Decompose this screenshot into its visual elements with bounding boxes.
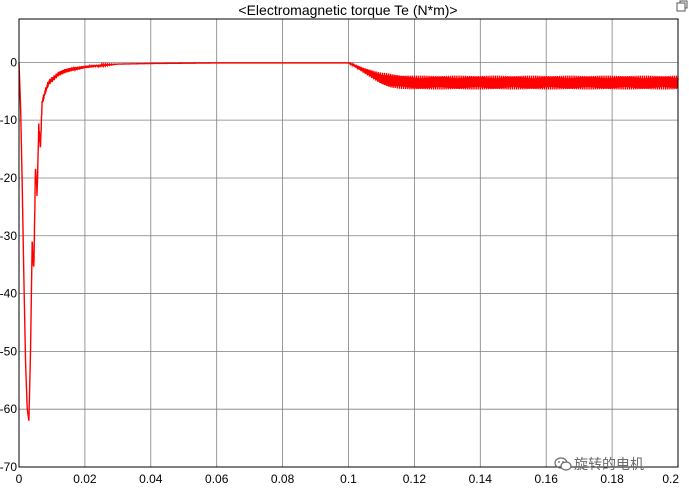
series-group	[18, 61, 679, 421]
y-tick-label: -20	[0, 171, 17, 185]
restore-axes-icon[interactable]	[676, 0, 688, 12]
y-tick-label: -40	[0, 287, 17, 301]
torque-series-line	[18, 61, 679, 421]
y-tick-label: 0	[10, 55, 17, 69]
x-tick-label: 0.04	[139, 472, 163, 486]
x-tick-label: 0	[16, 472, 23, 486]
y-tick-label: -10	[0, 113, 17, 127]
chart-title: <Electromagnetic torque Te (N*m)>	[238, 2, 458, 18]
x-tick-label: 0.12	[403, 472, 427, 486]
x-tick-label: 0.08	[271, 472, 295, 486]
y-tick-label: -60	[0, 402, 17, 416]
x-tick-label: 0.2	[662, 472, 679, 486]
watermark: 旋转的电机	[554, 454, 644, 474]
x-tick-label: 0.1	[340, 472, 357, 486]
x-tick-label: 0.16	[535, 472, 559, 486]
wechat-icon	[554, 457, 572, 471]
watermark-text: 旋转的电机	[574, 456, 644, 472]
y-tick-label: -30	[0, 229, 17, 243]
y-tick-label: -50	[0, 344, 17, 358]
tick-labels: 0 0.02 0.04 0.06 0.08 0.1 0.12 0.14 0.16 0.18 0.2 0…	[0, 55, 679, 486]
axes-frame	[18, 18, 679, 468]
x-tick-label: 0.14	[469, 472, 493, 486]
x-tick-label: 0.18	[600, 472, 624, 486]
x-tick-label: 0.06	[205, 472, 229, 486]
y-tick-label: -70	[0, 460, 17, 474]
x-tick-label: 0.02	[73, 472, 97, 486]
